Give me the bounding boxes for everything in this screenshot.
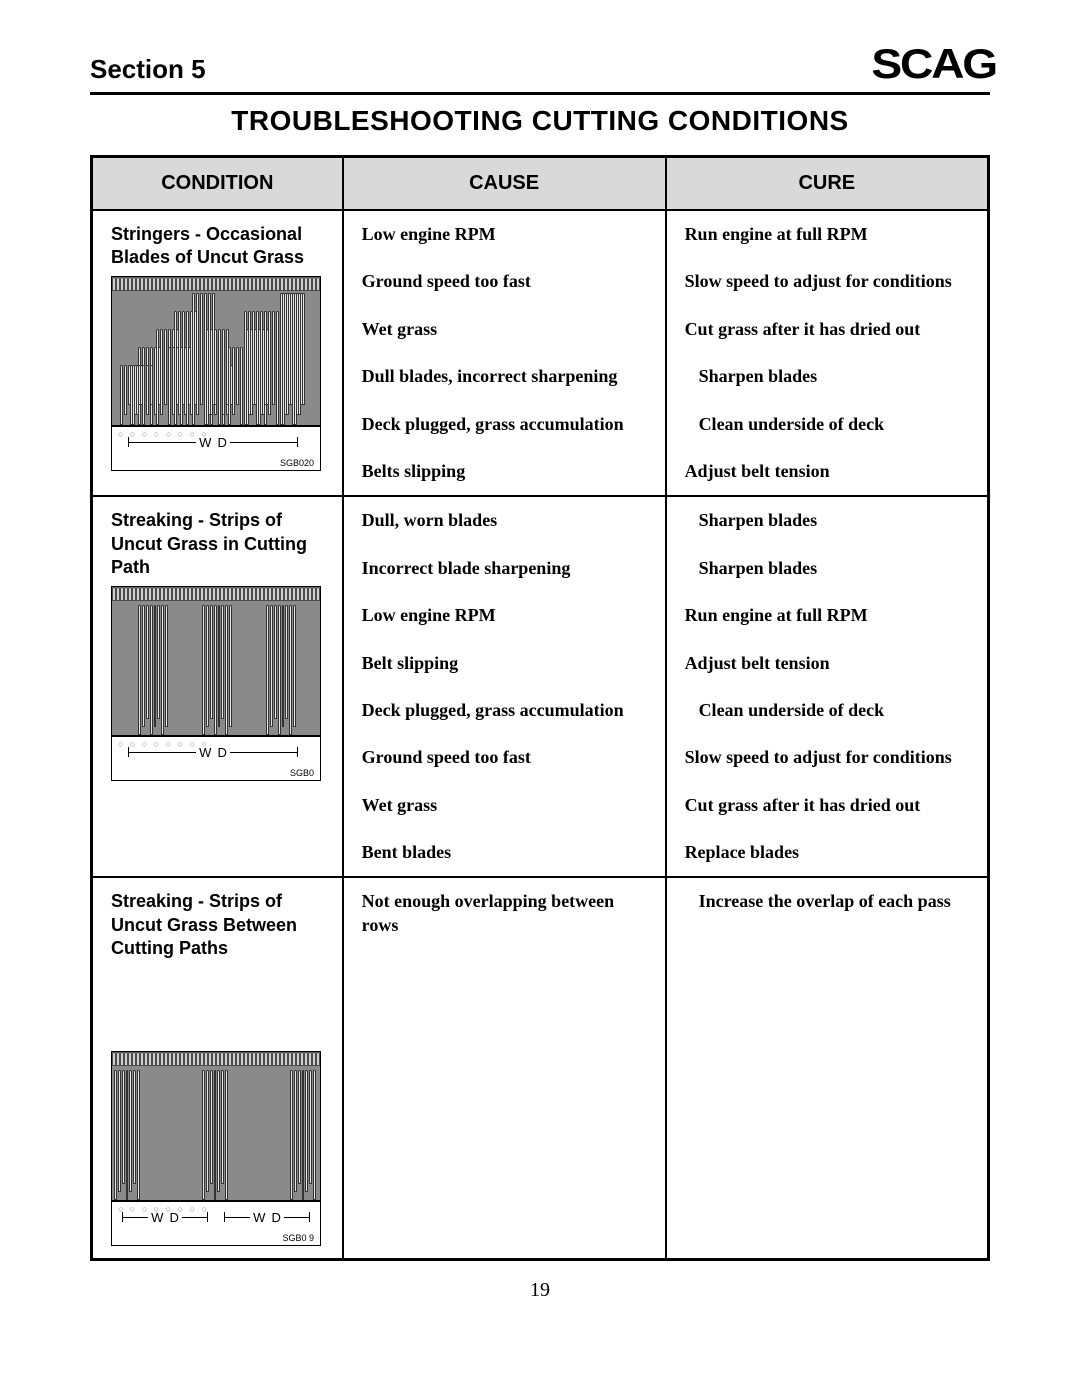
cure-cell: Run engine at full RPM Slow speed to adju… (666, 210, 989, 496)
cure-item: Clean underside of deck (685, 413, 973, 436)
cause-item: Dull blades, incorrect sharpening (362, 365, 651, 388)
condition-cell: Streaking - Strips of Uncut Grass in Cut… (92, 496, 343, 877)
cause-item: Ground speed too fast (362, 746, 651, 769)
cure-item: Sharpen blades (685, 509, 973, 532)
table-row: Streaking - Strips of Uncut Grass Betwee… (92, 877, 989, 1259)
cure-item: Run engine at full RPM (685, 223, 973, 246)
col-condition: CONDITION (92, 157, 343, 211)
cause-cell: Not enough overlapping between rows (343, 877, 666, 1259)
cure-item: Sharpen blades (685, 365, 973, 388)
cause-item: Bent blades (362, 841, 651, 864)
cure-cell: Sharpen blades Sharpen blades Run engine a… (666, 496, 989, 877)
cause-item: Low engine RPM (362, 604, 651, 627)
cause-item: Belt slipping (362, 652, 651, 675)
cause-item: Wet grass (362, 794, 651, 817)
cause-cell: Dull, worn blades Incorrect blade sharpen… (343, 496, 666, 877)
cause-cell: Low engine RPM Ground speed too fast Wet g… (343, 210, 666, 496)
cure-cell: Increase the overlap of each pass (666, 877, 989, 1259)
cause-item: Belts slipping (362, 460, 651, 483)
cure-item: Run engine at full RPM (685, 604, 973, 627)
cause-item: Incorrect blade sharpening (362, 557, 651, 580)
cure-item: Slow speed to adjust for conditions (685, 746, 973, 769)
cause-item: Deck plugged, grass accumulation (362, 699, 651, 722)
cure-item: Increase the overlap of each pass (685, 890, 973, 913)
condition-title: Streaking - Strips of Uncut Grass Betwee… (111, 890, 328, 960)
cause-item: Low engine RPM (362, 223, 651, 246)
condition-cell: Streaking - Strips of Uncut Grass Betwee… (92, 877, 343, 1259)
cause-item: Deck plugged, grass accumulation (362, 413, 651, 436)
cure-item: Clean underside of deck (685, 699, 973, 722)
cure-item: Sharpen blades (685, 557, 973, 580)
cause-item: Wet grass (362, 318, 651, 341)
grass-illustration: WDWDSGB0 9 (111, 1051, 321, 1246)
cure-item: Cut grass after it has dried out (685, 794, 973, 817)
table-row: Streaking - Strips of Uncut Grass in Cut… (92, 496, 989, 877)
table-row: Stringers - Occasional Blades of Uncut G… (92, 210, 989, 496)
grass-illustration: WDSGB0 (111, 586, 321, 781)
cure-item: Slow speed to adjust for conditions (685, 270, 973, 293)
page-number: 19 (90, 1279, 990, 1302)
col-cure: CURE (666, 157, 989, 211)
brand-logo: SCAG (871, 40, 996, 88)
troubleshooting-table: CONDITION CAUSE CURE Stringers - Occasio… (90, 155, 990, 1261)
cure-item: Cut grass after it has dried out (685, 318, 973, 341)
cause-item: Ground speed too fast (362, 270, 651, 293)
cause-item: Dull, worn blades (362, 509, 651, 532)
cure-item: Adjust belt tension (685, 460, 973, 483)
cure-item: Replace blades (685, 841, 973, 864)
page-title: TROUBLESHOOTING CUTTING CONDITIONS (90, 105, 990, 137)
col-cause: CAUSE (343, 157, 666, 211)
condition-cell: Stringers - Occasional Blades of Uncut G… (92, 210, 343, 496)
cure-item: Adjust belt tension (685, 652, 973, 675)
cause-item: Not enough overlapping between rows (362, 890, 651, 937)
section-label: Section 5 (90, 54, 206, 85)
condition-title: Streaking - Strips of Uncut Grass in Cut… (111, 509, 328, 579)
header-bar: Section 5 SCAG (90, 40, 990, 95)
table-header-row: CONDITION CAUSE CURE (92, 157, 989, 211)
page: Section 5 SCAG TROUBLESHOOTING CUTTING C… (0, 0, 1080, 1332)
grass-illustration: WDSGB020 (111, 276, 321, 471)
condition-title: Stringers - Occasional Blades of Uncut G… (111, 223, 328, 270)
